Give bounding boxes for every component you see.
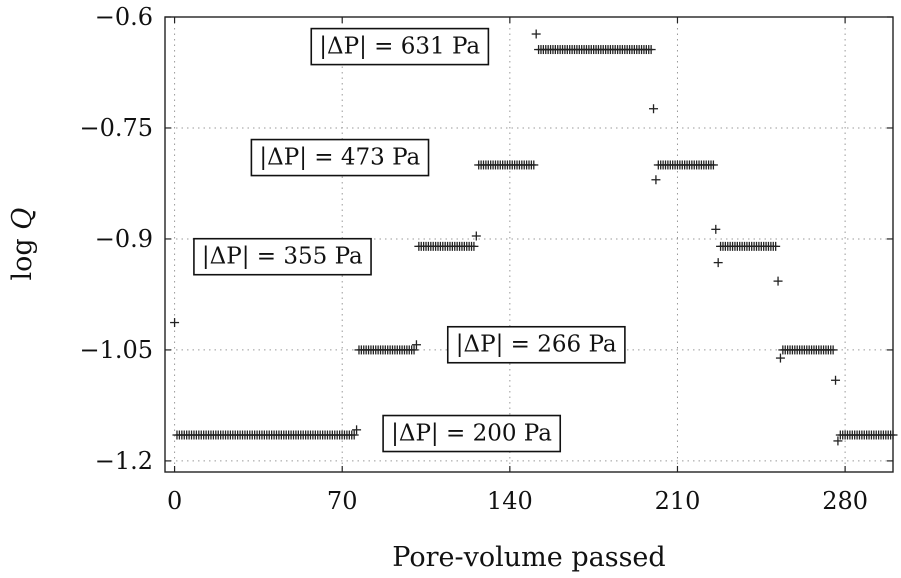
pressure-label-box: |ΔP| = 473 Pa — [250, 138, 430, 177]
data-point-plus — [771, 241, 781, 251]
x-tick-label: 70 — [327, 487, 358, 515]
pressure-label-box: |ΔP| = 355 Pa — [193, 237, 372, 276]
data-point-plus — [529, 160, 539, 170]
y-tick-label: −0.6 — [95, 3, 153, 31]
data-point-plus — [170, 318, 180, 328]
pressure-label-text: |ΔP| = 631 Pa — [319, 34, 480, 60]
data-point-plus — [349, 430, 359, 440]
x-tick-label: 0 — [167, 487, 182, 515]
y-axis-title-q: Q — [7, 208, 38, 230]
data-point-plus — [713, 258, 723, 268]
pressure-label-frame — [250, 138, 430, 177]
pressure-label-text: |ΔP| = 355 Pa — [202, 244, 363, 270]
data-point-plus — [828, 345, 838, 355]
data-points — [170, 29, 898, 446]
pressure-label-text: |ΔP| = 266 Pa — [456, 332, 617, 358]
data-point-plus — [352, 425, 362, 435]
data-point-plus — [833, 436, 843, 446]
data-point-plus — [773, 276, 783, 286]
data-point-plus — [469, 241, 479, 251]
y-tick-label: −1.2 — [95, 447, 153, 475]
annotations: |ΔP| = 631 Pa |ΔP| = 473 Pa |ΔP| = 355 Pa |… — [193, 27, 626, 453]
y-tick-label: −1.05 — [79, 336, 153, 364]
axis-ticks: 0 70 140 210 280 −0.6 −0.75 −0.9 −1.05 −1.2 — [79, 3, 893, 515]
data-point-plus — [708, 160, 718, 170]
pressure-label-frame — [446, 325, 626, 364]
data-point-plus — [409, 345, 419, 355]
y-tick-label: −0.9 — [95, 225, 153, 253]
x-tick-label: 280 — [822, 487, 868, 515]
pressure-label-box: |ΔP| = 266 Pa — [446, 325, 626, 364]
pressure-label-text: |ΔP| = 200 Pa — [391, 421, 552, 447]
pressure-label-frame — [382, 414, 562, 453]
x-tick-label: 140 — [487, 487, 533, 515]
data-point-plus — [649, 104, 659, 114]
pressure-label-box: |ΔP| = 200 Pa — [382, 414, 562, 453]
data-point-plus — [831, 375, 841, 385]
pressure-label-text: |ΔP| = 473 Pa — [259, 145, 420, 171]
data-point-plus — [646, 45, 656, 55]
data-point-plus — [531, 29, 541, 39]
y-axis-title-log: log — [7, 230, 38, 281]
plot-frame — [164, 16, 894, 473]
data-point-plus — [651, 175, 661, 185]
pressure-label-frame — [310, 27, 490, 66]
x-axis-title: Pore-volume passed — [392, 542, 665, 573]
x-tick-label: 210 — [655, 487, 701, 515]
pressure-label-frame — [193, 237, 372, 276]
data-point-plus — [411, 340, 421, 350]
y-tick-label: −0.75 — [79, 114, 153, 142]
pressure-label-box: |ΔP| = 631 Pa — [310, 27, 490, 66]
data-point-plus — [471, 231, 481, 241]
y-axis-title: log Q — [7, 208, 38, 281]
data-point-plus — [711, 224, 721, 234]
data-point-plus — [775, 353, 785, 363]
